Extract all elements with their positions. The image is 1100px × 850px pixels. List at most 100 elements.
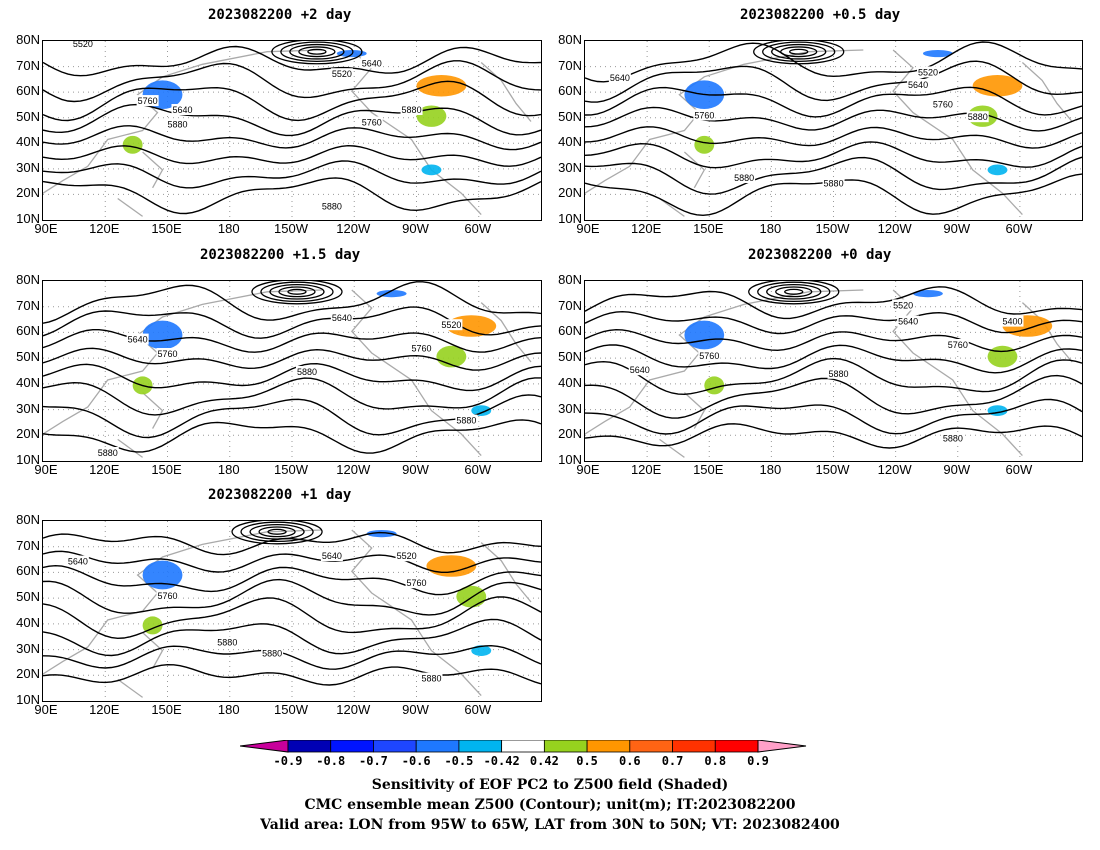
contour-label: 5880 (262, 648, 282, 658)
colorbar-segment (672, 740, 716, 753)
lat-tick-label: 40N (558, 374, 582, 390)
z500-contour (585, 286, 1082, 320)
z500-low-contour (278, 286, 316, 298)
colorbar-tick-label: -0.9 (273, 754, 303, 768)
sensitivity-shade (704, 376, 725, 395)
sensitivity-shade (426, 555, 477, 577)
z500-low-contour (307, 48, 327, 55)
contour-label: 5520 (73, 41, 93, 49)
z500-contour (585, 106, 1082, 132)
contour-label: 5880 (943, 434, 963, 444)
colorbar-high-triangle (757, 740, 807, 753)
z500-contour (43, 329, 541, 353)
lon-tick-label: 150E (693, 462, 724, 477)
colorbar-tick-label: 0.5 (576, 754, 598, 768)
lat-tick-label: 40N (558, 134, 582, 150)
sensitivity-shade (122, 135, 143, 154)
lon-tick-label: 90E (34, 702, 58, 717)
colorbar-tick-label: -0.8 (316, 754, 346, 768)
contour-label: 5880 (824, 178, 844, 188)
z500-contour (43, 160, 541, 189)
panel-title: 2023082200 +1.5 day (200, 247, 361, 263)
lon-tick-label: 150W (274, 702, 308, 717)
contour-label: 5760 (158, 349, 178, 359)
z500-contour (43, 663, 541, 686)
panel-title: 2023082200 +2 day (208, 7, 352, 23)
lon-tick-label: 120W (877, 462, 912, 477)
contour-label: 5640 (630, 365, 650, 375)
coastline (142, 632, 164, 669)
lat-tick-label: 80N (558, 32, 582, 47)
sensitivity-shade (913, 290, 943, 298)
contour-label: 5520 (893, 300, 913, 310)
z500-low-contour (748, 281, 840, 305)
colorbar-segment (287, 740, 332, 753)
z500-contour (43, 377, 541, 416)
contour-label: 5880 (322, 202, 342, 212)
lon-tick-label: 150E (151, 462, 182, 477)
lat-tick-label: 70N (16, 297, 40, 313)
lat-tick-label: 60N (558, 83, 582, 99)
z500-contour (43, 60, 541, 103)
contour-label: 5520 (441, 320, 461, 330)
lat-tick-label: 30N (16, 640, 40, 656)
z500-low-contour (789, 48, 809, 55)
panel-title: 2023082200 +0 day (748, 247, 892, 263)
lat-tick-label: 30N (558, 400, 582, 416)
lat-tick-label: 30N (558, 159, 582, 175)
sensitivity-shade (922, 49, 953, 58)
coastline (117, 438, 143, 458)
map-svg: 5640 5520 5640 5760 5760 5880 5880 5880 (585, 41, 1082, 220)
colorbar-segment (458, 740, 503, 753)
lat-tick-label: 50N (16, 589, 40, 605)
contour-label: 5760 (412, 344, 432, 354)
sensitivity-shade (987, 345, 1018, 368)
lon-tick-label: 150E (151, 221, 182, 236)
lat-tick-label: 20N (558, 426, 582, 442)
z500-low-contour (289, 43, 345, 60)
z500-low-contour (753, 41, 845, 65)
lon-tick-label: 60W (464, 702, 492, 717)
lon-tick-label: 90W (943, 462, 971, 477)
lon-tick-label: 120E (89, 221, 120, 236)
lat-tick-label: 10N (558, 452, 582, 467)
z500-low-contour (249, 523, 305, 540)
colorbar-segment (586, 740, 631, 753)
contour-label: 5880 (456, 416, 476, 426)
z500-low-contour (251, 281, 343, 305)
lat-tick-label: 80N (16, 512, 40, 527)
lat-tick-label: 20N (558, 185, 582, 201)
coastline (585, 49, 864, 194)
colorbar-low-triangle (240, 740, 289, 753)
colorbar-tick-label: 0.9 (747, 754, 769, 768)
contour-label: 5640 (322, 551, 342, 561)
lat-tick-label: 70N (16, 57, 40, 73)
sensitivity-shade (416, 75, 467, 97)
z500-low-contour (267, 528, 287, 535)
contour-label: 5640 (68, 557, 88, 567)
z500-contour (43, 347, 541, 371)
z500-low-contour (757, 281, 831, 303)
contour-label: 5640 (610, 73, 630, 83)
contour-label: 5520 (918, 67, 938, 77)
z500-contour (585, 328, 1082, 353)
z500-contour (43, 144, 541, 167)
coastline (659, 438, 685, 458)
z500-contour (43, 419, 541, 454)
lon-tick-label: 180 (217, 702, 240, 717)
contour-label: 5520 (332, 69, 352, 79)
sensitivity-shade (684, 320, 725, 350)
sensitivity-shade (366, 530, 397, 538)
z500-contour (585, 156, 1082, 195)
lat-tick-label: 60N (16, 83, 40, 99)
map-plot: 5520 5640 5520 5760 5880 5640 5760 5880 5880 (42, 40, 542, 221)
lon-tick-label: 150W (815, 462, 850, 477)
z500-low-contour (762, 41, 836, 62)
lon-tick-label: 180 (759, 221, 782, 236)
lon-tick-label: 120W (336, 702, 371, 717)
lon-tick-label: 120E (630, 462, 662, 477)
z500-contour (585, 310, 1082, 335)
lon-tick-label: 120E (630, 221, 662, 236)
lon-tick-label: 180 (217, 462, 240, 477)
colorbar-tick-label: -0.5 (444, 754, 474, 768)
